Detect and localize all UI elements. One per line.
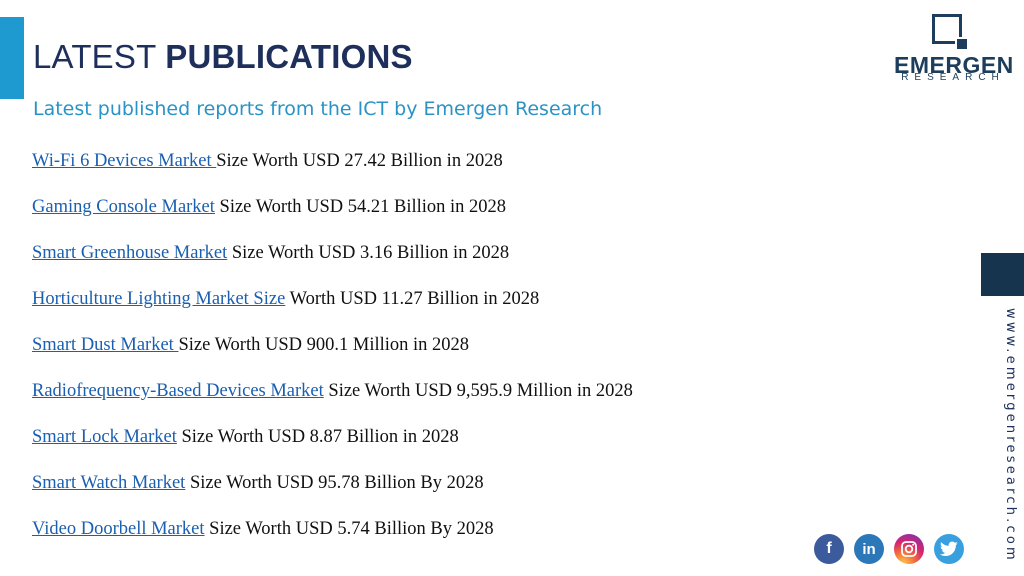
facebook-icon[interactable]: f	[814, 534, 844, 564]
title-light: LATEST	[33, 38, 156, 75]
publication-text: Size Worth USD 9,595.9 Million in 2028	[323, 381, 633, 401]
emergen-logo: EMERGEN RESEARCH	[894, 14, 1014, 84]
list-item: Radiofrequency-Based Devices Market Size…	[32, 380, 633, 426]
publication-link[interactable]: Smart Watch Market	[32, 473, 186, 493]
logo-subtitle: RESEARCH	[901, 72, 1005, 83]
publication-text: Size Worth USD 3.16 Billion in 2028	[227, 243, 510, 263]
page-subtitle: Latest published reports from the ICT by…	[33, 98, 603, 120]
logo-square-fill	[957, 39, 967, 49]
publication-link[interactable]: Gaming Console Market	[32, 197, 215, 217]
publications-list: Wi-Fi 6 Devices Market Size Worth USD 27…	[32, 150, 633, 564]
publication-text: Size Worth USD 54.21 Billion in 2028	[214, 197, 507, 217]
publication-text: Size Worth USD 95.78 Billion By 2028	[185, 473, 484, 493]
publication-text: Size Worth USD 900.1 Million in 2028	[178, 335, 470, 355]
twitter-icon[interactable]	[934, 534, 964, 564]
list-item: Smart Lock Market Size Worth USD 8.87 Bi…	[32, 426, 633, 472]
twitter-glyph	[940, 541, 958, 556]
publication-text: Size Worth USD 27.42 Billion in 2028	[216, 151, 503, 171]
publication-link[interactable]: Smart Dust Market	[32, 335, 179, 355]
instagram-icon[interactable]	[894, 534, 924, 564]
list-item: Smart Watch Market Size Worth USD 95.78 …	[32, 472, 633, 518]
publication-text: Worth USD 11.27 Billion in 2028	[285, 289, 540, 309]
website-url[interactable]: www.emergenresearch.com	[1003, 308, 1018, 563]
publication-text: Size Worth USD 5.74 Billion By 2028	[204, 519, 494, 539]
list-item: Smart Dust Market Size Worth USD 900.1 M…	[32, 334, 633, 380]
publication-link[interactable]: Smart Lock Market	[32, 427, 177, 447]
instagram-glyph	[901, 541, 917, 557]
list-item: Horticulture Lighting Market Size Worth …	[32, 288, 633, 334]
page-title: LATEST PUBLICATIONS	[33, 38, 413, 76]
list-item: Smart Greenhouse Market Size Worth USD 3…	[32, 242, 633, 288]
list-item: Video Doorbell Market Size Worth USD 5.7…	[32, 518, 633, 564]
side-block	[981, 253, 1024, 296]
list-item: Gaming Console Market Size Worth USD 54.…	[32, 196, 633, 242]
list-item: Wi-Fi 6 Devices Market Size Worth USD 27…	[32, 150, 633, 196]
publication-link[interactable]: Video Doorbell Market	[32, 519, 205, 539]
linkedin-icon[interactable]: in	[854, 534, 884, 564]
title-bold: PUBLICATIONS	[165, 38, 413, 75]
publication-link[interactable]: Wi-Fi 6 Devices Market	[32, 151, 217, 171]
social-links: f in	[814, 534, 964, 564]
publication-link[interactable]: Radiofrequency-Based Devices Market	[32, 381, 324, 401]
publication-link[interactable]: Smart Greenhouse Market	[32, 243, 228, 263]
logo-name: EMERGEN	[894, 52, 1014, 78]
publication-text: Size Worth USD 8.87 Billion in 2028	[176, 427, 459, 447]
accent-bar	[0, 17, 24, 99]
publication-link[interactable]: Horticulture Lighting Market Size	[32, 289, 286, 309]
